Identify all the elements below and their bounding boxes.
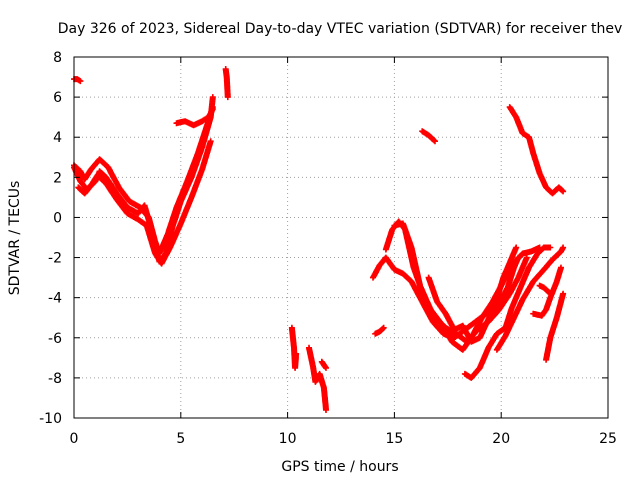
y-tick-label: 0 xyxy=(53,210,62,226)
data-point xyxy=(558,264,564,271)
x-tick-label: 20 xyxy=(492,431,510,447)
data-point xyxy=(546,289,553,296)
x-tick-label: 10 xyxy=(279,431,297,447)
x-tick-label: 0 xyxy=(70,431,79,447)
y-tick-label: -10 xyxy=(39,411,62,427)
chart-title: Day 326 of 2023, Sidereal Day-to-day VTE… xyxy=(58,21,622,37)
y-tick-label: 4 xyxy=(53,130,62,146)
series-arc-10 xyxy=(372,324,387,337)
series-arc-1 xyxy=(71,76,84,85)
data-point xyxy=(547,290,554,297)
x-tick-label: 15 xyxy=(385,431,403,447)
data-point xyxy=(207,138,214,145)
series-arc-4 xyxy=(75,138,214,267)
data-point xyxy=(379,325,386,332)
data-point xyxy=(209,106,216,113)
series-arc-7 xyxy=(288,324,300,371)
data-point xyxy=(560,188,567,195)
y-tick-label: 2 xyxy=(53,170,62,186)
series-arc-19 xyxy=(543,290,567,363)
y-tick-label: -8 xyxy=(48,371,62,387)
data-point xyxy=(513,244,520,251)
series-arc-8 xyxy=(306,344,329,413)
series-arc-20 xyxy=(419,128,438,145)
y-axis-label: SDTVAR / TECUs xyxy=(7,181,23,296)
y-tick-label: -6 xyxy=(48,331,62,347)
data-point xyxy=(224,94,231,101)
data-marks xyxy=(71,66,567,413)
series-arc-5 xyxy=(173,106,216,129)
data-point xyxy=(380,324,387,331)
y-tick-label: 8 xyxy=(53,50,62,66)
series-arc-18 xyxy=(536,282,554,297)
data-point xyxy=(293,350,300,357)
data-point xyxy=(77,78,84,85)
series-arc-9 xyxy=(318,358,329,371)
series-arc-16 xyxy=(493,244,567,353)
series-arc-14 xyxy=(425,244,520,345)
series-arc-6 xyxy=(222,66,231,101)
series-arc-15 xyxy=(461,244,554,381)
y-tick-label: -2 xyxy=(48,251,62,267)
data-point xyxy=(432,138,438,145)
series-arc-17 xyxy=(530,264,564,319)
plot-frame xyxy=(73,56,609,419)
x-tick-label: 25 xyxy=(599,431,617,447)
x-tick-label: 5 xyxy=(176,431,185,447)
y-tick-label: 6 xyxy=(53,90,62,106)
data-point xyxy=(560,244,567,251)
axes-layer: 0 5 10 15 20 25 -10 -8 -6 -4 -2 0 2 4 6 8 xyxy=(39,50,617,447)
x-axis-label: GPS time / hours xyxy=(281,459,398,475)
series-arc-21 xyxy=(506,104,567,197)
y-tick-label: -4 xyxy=(48,291,62,307)
data-point xyxy=(560,290,567,297)
data-point xyxy=(209,94,216,101)
data-point xyxy=(323,407,329,413)
data-point xyxy=(323,364,329,371)
data-point xyxy=(547,244,554,251)
